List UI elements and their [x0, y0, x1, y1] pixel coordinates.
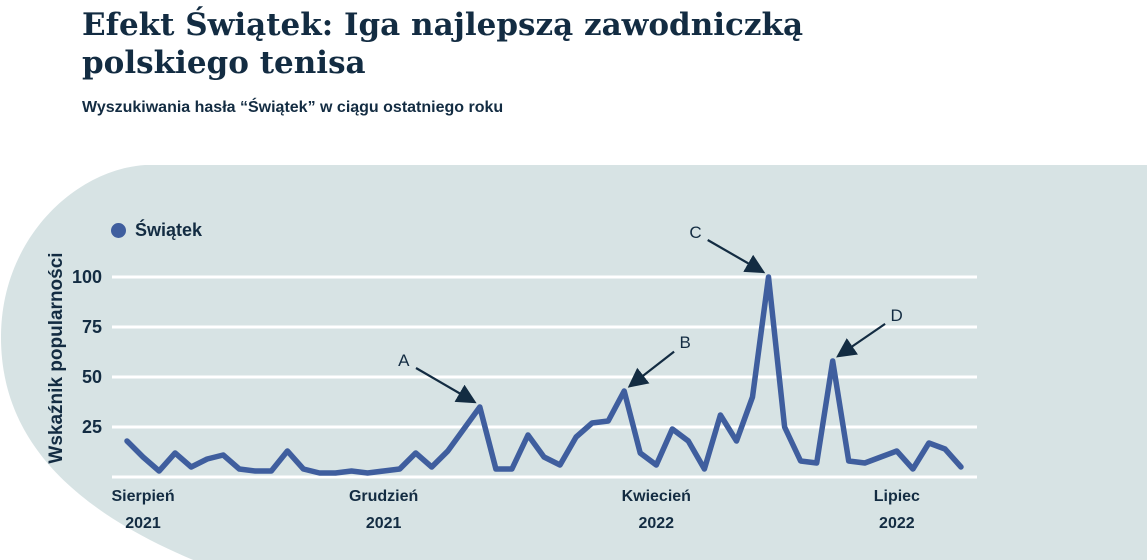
annotation-label-a: A — [398, 351, 410, 370]
page-title-line1: Efekt Świątek: Iga najlepszą zawodniczką — [82, 7, 804, 43]
header: Efekt Świątek: Iga najlepszą zawodniczką… — [82, 6, 803, 117]
legend: Świątek — [111, 220, 202, 241]
x-tick-label-dec-2021: Grudzień 2021 — [348, 488, 419, 532]
legend-label: Świątek — [135, 220, 203, 240]
y-tick-label-50: 50 — [81, 367, 102, 387]
y-tick-label-75: 75 — [81, 317, 102, 337]
page-subtitle: Wyszukiwania hasła “Świątek” w ciągu ost… — [82, 99, 504, 116]
y-tick-label-25: 25 — [81, 417, 102, 437]
x-tick-label-aug-2021: Sierpień 2021 — [111, 488, 175, 532]
annotation-label-c: C — [689, 223, 702, 242]
page-title-line2: polskiego tenisa — [82, 45, 366, 81]
trend-line — [124, 274, 964, 476]
legend-dot-icon — [111, 223, 126, 238]
annotation-arrows — [415, 239, 886, 404]
y-tick-label-100: 100 — [71, 267, 102, 287]
x-tick-label-apr-2022: Kwiecień 2022 — [621, 488, 691, 532]
annotation-label-d: D — [890, 306, 903, 325]
x-tick-label-jul-2022: Lipiec 2022 — [873, 488, 920, 532]
annotation-label-b: B — [679, 333, 691, 352]
page-title: Efekt Świątek: Iga najlepszą zawodniczką… — [82, 6, 803, 82]
